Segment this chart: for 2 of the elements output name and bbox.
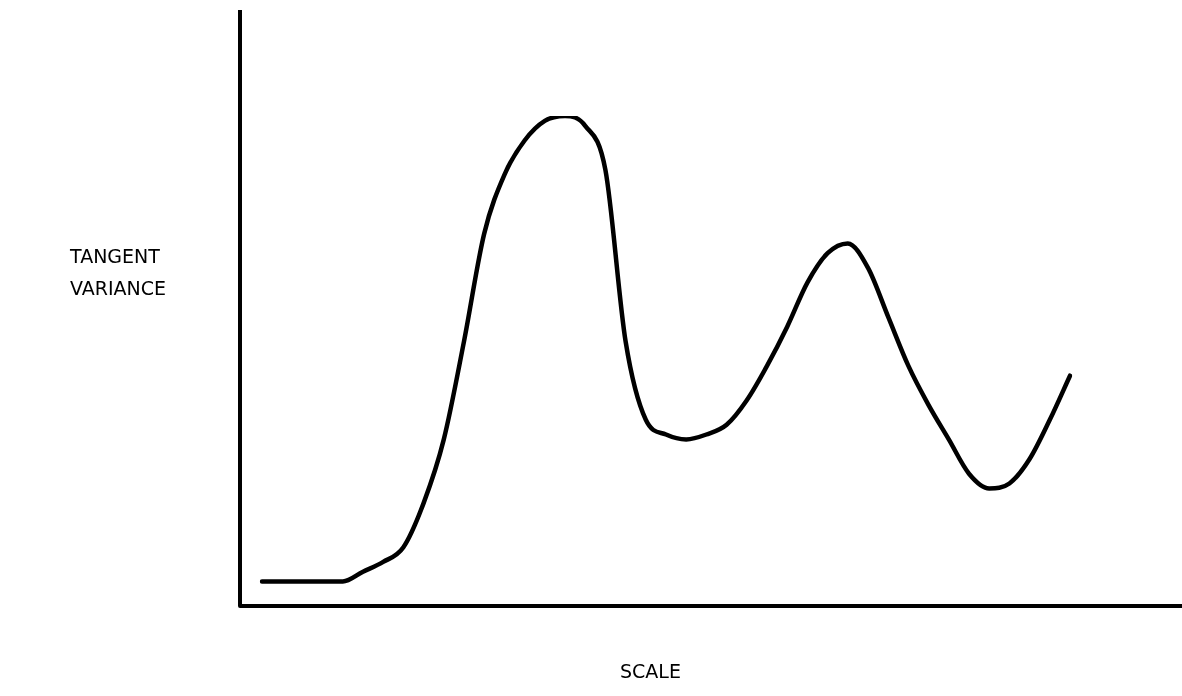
x-axis-title: SCALE [620,660,681,682]
y-axis-title: TANGENT VARIANCE [70,244,168,301]
